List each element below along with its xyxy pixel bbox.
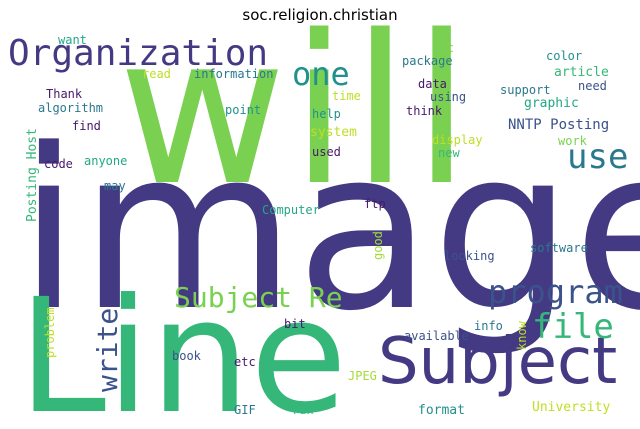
word-subject-re: Subject Re: [174, 281, 343, 314]
word-graphic: graphic: [524, 96, 579, 111]
word-organization: Organization: [8, 33, 269, 74]
word-computer: Computer: [262, 203, 320, 217]
word-display: display: [432, 133, 483, 147]
word-new: new: [438, 146, 460, 160]
word-gif: GIF: [234, 403, 256, 417]
word-file: file: [532, 307, 614, 347]
word-help: help: [312, 107, 341, 121]
word-data: data: [418, 77, 447, 91]
word-point: point: [225, 103, 262, 117]
figure-title: soc.religion.christian: [242, 6, 398, 24]
word-know: know: [515, 321, 529, 350]
word-thank: Thank: [46, 87, 83, 101]
word-one: one: [292, 55, 350, 93]
word-line: Line: [18, 265, 348, 429]
word-read: read: [142, 67, 171, 81]
word-posting-host: Posting Host: [25, 128, 40, 222]
word-software: software: [530, 241, 588, 255]
word-use: use: [567, 137, 629, 177]
word-write: write: [91, 307, 124, 392]
word-anyone: anyone: [84, 154, 128, 168]
word-jpeg: JPEG: [348, 369, 377, 383]
word-system: system: [310, 125, 357, 140]
word-format: format: [418, 403, 465, 418]
word-support: support: [500, 83, 551, 97]
word-good: good: [371, 231, 385, 260]
word-need: need: [578, 79, 607, 93]
word-subject: Subject: [378, 325, 618, 399]
word-problem: problem: [43, 307, 57, 358]
word-time: time: [332, 89, 361, 103]
word-using: using: [430, 90, 467, 104]
word-will: will: [118, 0, 475, 231]
word-book: book: [172, 349, 201, 363]
word-available: available: [404, 329, 470, 343]
word-color: color: [546, 49, 583, 63]
word-article: article: [554, 65, 609, 80]
word-nntp-posting: NNTP Posting: [508, 117, 610, 133]
word-find: find: [72, 119, 101, 133]
word-university: University: [532, 400, 611, 415]
word-info: info: [474, 319, 503, 333]
word-algorithm: algorithm: [38, 101, 104, 115]
word-program: program: [488, 273, 623, 311]
word-may: may: [104, 179, 126, 193]
word-information: information: [194, 67, 274, 81]
word-code: code: [44, 157, 73, 171]
word-package: package: [402, 54, 453, 68]
word-ftp: ftp: [364, 197, 386, 211]
word-mac: Mac: [432, 41, 454, 55]
word-used: used: [312, 145, 341, 159]
word-work: work: [558, 134, 587, 148]
word-image: image: [18, 102, 640, 360]
word-etc: etc: [234, 355, 256, 369]
word-think: think: [406, 104, 443, 118]
word-run: run: [292, 403, 314, 417]
word-looking: looking: [444, 249, 495, 263]
word-bit: bit: [284, 317, 306, 331]
word-want: want: [58, 33, 87, 47]
